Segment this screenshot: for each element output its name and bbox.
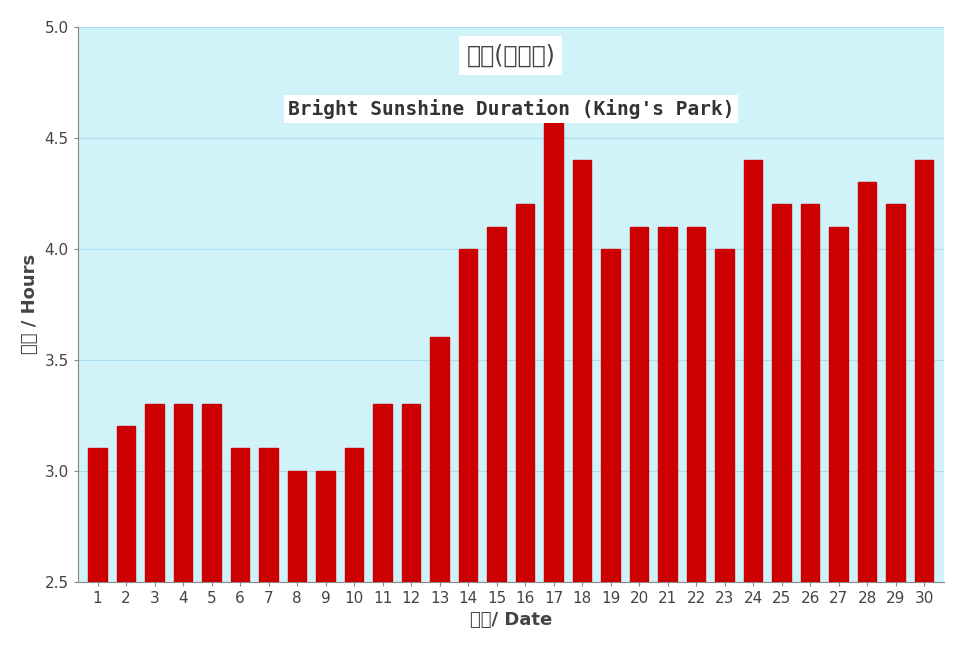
Bar (516, 204, 535, 650)
Bar (174, 404, 192, 650)
Bar (915, 160, 933, 650)
Bar (459, 249, 478, 650)
Bar (345, 448, 364, 650)
Bar (658, 227, 677, 650)
Bar (573, 160, 592, 650)
Bar (146, 404, 164, 650)
Bar (203, 404, 221, 650)
Bar (744, 160, 762, 650)
Bar (601, 249, 620, 650)
Bar (373, 404, 392, 650)
Bar (801, 204, 819, 650)
Text: 日照(京士柏): 日照(京士柏) (466, 44, 555, 68)
Bar (288, 471, 307, 650)
Bar (430, 337, 449, 650)
Bar (260, 448, 278, 650)
Bar (887, 204, 905, 650)
Bar (401, 404, 421, 650)
Y-axis label: 小時 / Hours: 小時 / Hours (21, 254, 39, 354)
Bar (830, 227, 848, 650)
Bar (117, 426, 135, 650)
Bar (772, 204, 791, 650)
Bar (89, 448, 107, 650)
Bar (630, 227, 648, 650)
Bar (858, 182, 876, 650)
Bar (687, 227, 705, 650)
Bar (544, 116, 563, 650)
Bar (231, 448, 249, 650)
X-axis label: 日期/ Date: 日期/ Date (470, 611, 552, 629)
Bar (715, 249, 734, 650)
Bar (317, 471, 335, 650)
Text: Bright Sunshine Duration (King's Park): Bright Sunshine Duration (King's Park) (288, 99, 734, 119)
Bar (487, 227, 506, 650)
